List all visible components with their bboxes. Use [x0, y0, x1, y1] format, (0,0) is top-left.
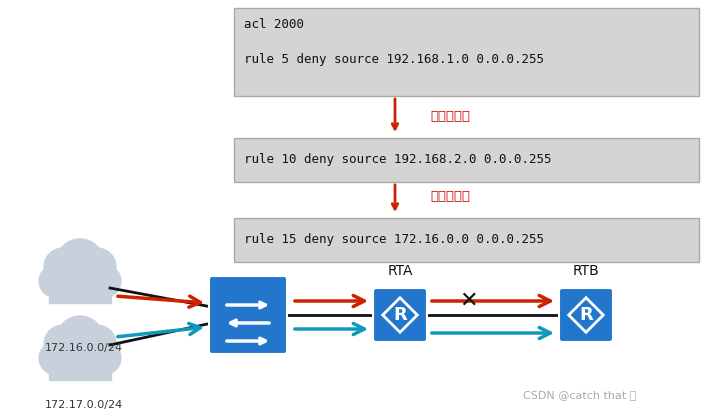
- Text: RTB: RTB: [573, 264, 600, 278]
- Circle shape: [52, 264, 89, 302]
- Text: 如果未匹配: 如果未匹配: [430, 190, 470, 203]
- Text: ✕: ✕: [458, 291, 477, 311]
- Bar: [49, 281, 111, 303]
- Text: acl 2000: acl 2000: [244, 17, 304, 30]
- Circle shape: [71, 264, 108, 302]
- Circle shape: [52, 342, 89, 378]
- Text: rule 15 deny source 172.16.0.0 0.0.0.255: rule 15 deny source 172.16.0.0 0.0.0.255: [244, 234, 544, 247]
- Circle shape: [39, 265, 71, 297]
- Circle shape: [44, 248, 81, 286]
- FancyBboxPatch shape: [209, 276, 287, 354]
- Text: rule 5 deny source 192.168.1.0 0.0.0.255: rule 5 deny source 192.168.1.0 0.0.0.255: [244, 54, 544, 66]
- Circle shape: [44, 325, 81, 362]
- Circle shape: [78, 248, 116, 286]
- Text: CSDN @catch that 役: CSDN @catch that 役: [523, 390, 637, 400]
- Circle shape: [88, 265, 121, 297]
- Bar: [234, 8, 699, 96]
- Text: rule 10 deny source 192.168.2.0 0.0.0.255: rule 10 deny source 192.168.2.0 0.0.0.25…: [244, 154, 551, 166]
- Text: R: R: [393, 306, 407, 324]
- Bar: [234, 218, 699, 262]
- Text: R: R: [579, 306, 593, 324]
- Circle shape: [88, 342, 121, 374]
- Circle shape: [39, 342, 71, 374]
- Text: 172.16.0.0/24: 172.16.0.0/24: [45, 343, 123, 353]
- Circle shape: [78, 325, 116, 362]
- Text: 172.17.0.0/24: 172.17.0.0/24: [45, 400, 123, 410]
- FancyBboxPatch shape: [559, 288, 613, 342]
- Text: RTA: RTA: [387, 264, 413, 278]
- Text: 如果未匹配: 如果未匹配: [430, 110, 470, 124]
- Circle shape: [56, 316, 103, 363]
- Bar: [234, 138, 699, 182]
- Circle shape: [71, 342, 108, 378]
- Circle shape: [56, 239, 103, 286]
- FancyBboxPatch shape: [373, 288, 427, 342]
- Bar: [49, 358, 111, 380]
